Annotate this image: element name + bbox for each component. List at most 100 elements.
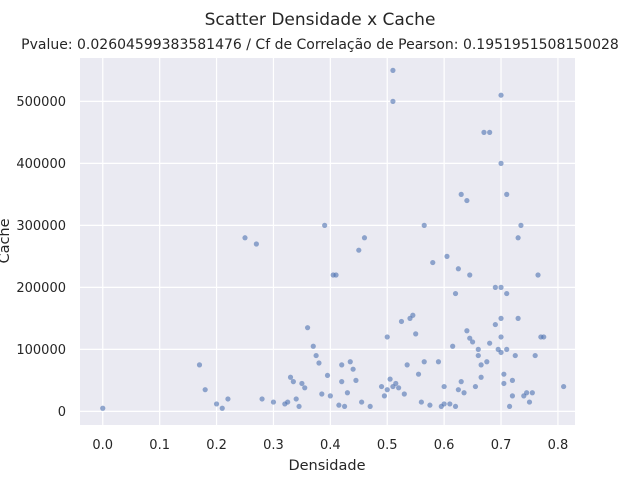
data-point [219,405,225,411]
data-point [310,343,316,349]
y-tick-label: 100000 [16,343,66,358]
data-point [475,352,481,359]
data-point [478,362,484,368]
data-point [524,390,530,396]
data-point [501,371,507,377]
data-point [498,349,504,356]
data-point [518,222,524,228]
data-point [430,259,436,266]
data-point [333,272,339,278]
data-point [353,377,359,383]
data-point [447,401,453,407]
data-point [202,387,208,393]
data-point [285,399,291,405]
data-point [455,387,461,393]
data-point [532,352,538,359]
data-point [444,253,450,259]
data-point [529,390,535,396]
data-point [498,284,504,290]
data-point [213,401,220,407]
data-point [535,272,541,278]
data-points [100,67,567,411]
data-point [404,362,410,368]
data-point [450,343,456,349]
data-point [390,98,396,104]
data-point [509,377,516,383]
data-point [461,390,467,396]
data-point [196,362,203,368]
data-point [361,235,368,241]
x-axis-ticks: 0.0 0.1 0.2 0.3 0.4 0.5 0.6 0.7 0.8 [92,438,568,453]
data-point [410,312,416,318]
data-point [492,284,498,290]
data-point [293,396,299,402]
data-point [504,346,510,352]
grid-lines [80,58,575,425]
x-tick-label: 0.5 [377,438,398,453]
x-tick-label: 0.7 [491,438,512,453]
data-point [378,383,385,390]
data-point [506,403,513,410]
plot-area [80,58,575,425]
data-point [467,335,473,341]
data-point [381,393,387,399]
data-point [100,405,106,411]
data-point [501,380,507,387]
data-point [418,399,424,405]
data-point [225,396,231,402]
data-point [384,334,390,340]
data-point [458,191,464,197]
data-point [458,379,464,385]
data-point [393,380,399,387]
data-point [472,383,479,390]
data-point [469,339,476,345]
data-point [421,222,427,228]
data-point [242,235,248,241]
data-point [561,383,567,390]
chart-title: Scatter Densidade x Cache [205,10,436,30]
data-point [390,67,396,73]
data-point [413,331,419,337]
data-point [541,334,547,340]
data-point [478,374,484,380]
data-point [498,160,504,166]
data-point [515,235,521,241]
data-point [498,315,504,321]
data-point [350,366,356,372]
data-point [341,403,348,410]
data-point [319,391,325,397]
data-point [484,359,490,365]
data-point [452,290,459,297]
data-point [526,399,533,405]
y-axis-label: Cache [0,218,13,263]
data-point [515,315,521,321]
data-point [492,321,498,328]
x-tick-label: 0.4 [320,438,341,453]
data-point [359,399,365,405]
data-point [344,390,351,396]
data-point [356,247,362,253]
x-tick-label: 0.8 [548,438,569,453]
data-point [435,359,442,365]
data-point [387,376,393,382]
data-point [316,360,322,366]
data-point [299,380,305,387]
data-point [504,290,510,297]
data-point [512,352,518,359]
data-point [504,191,510,197]
chart-subtitle: Pvalue: 0.02604599383581476 / Cf de Corr… [21,37,619,53]
data-point [367,403,373,410]
data-point [302,385,308,391]
data-point [384,387,390,393]
data-point [290,379,296,385]
data-point [441,401,447,407]
data-point [396,385,402,391]
y-tick-label: 200000 [16,281,66,296]
data-point [336,402,342,408]
data-point [467,272,473,278]
data-point [487,129,493,135]
data-point [498,92,504,98]
data-point [464,328,470,334]
y-tick-label: 300000 [16,219,66,234]
